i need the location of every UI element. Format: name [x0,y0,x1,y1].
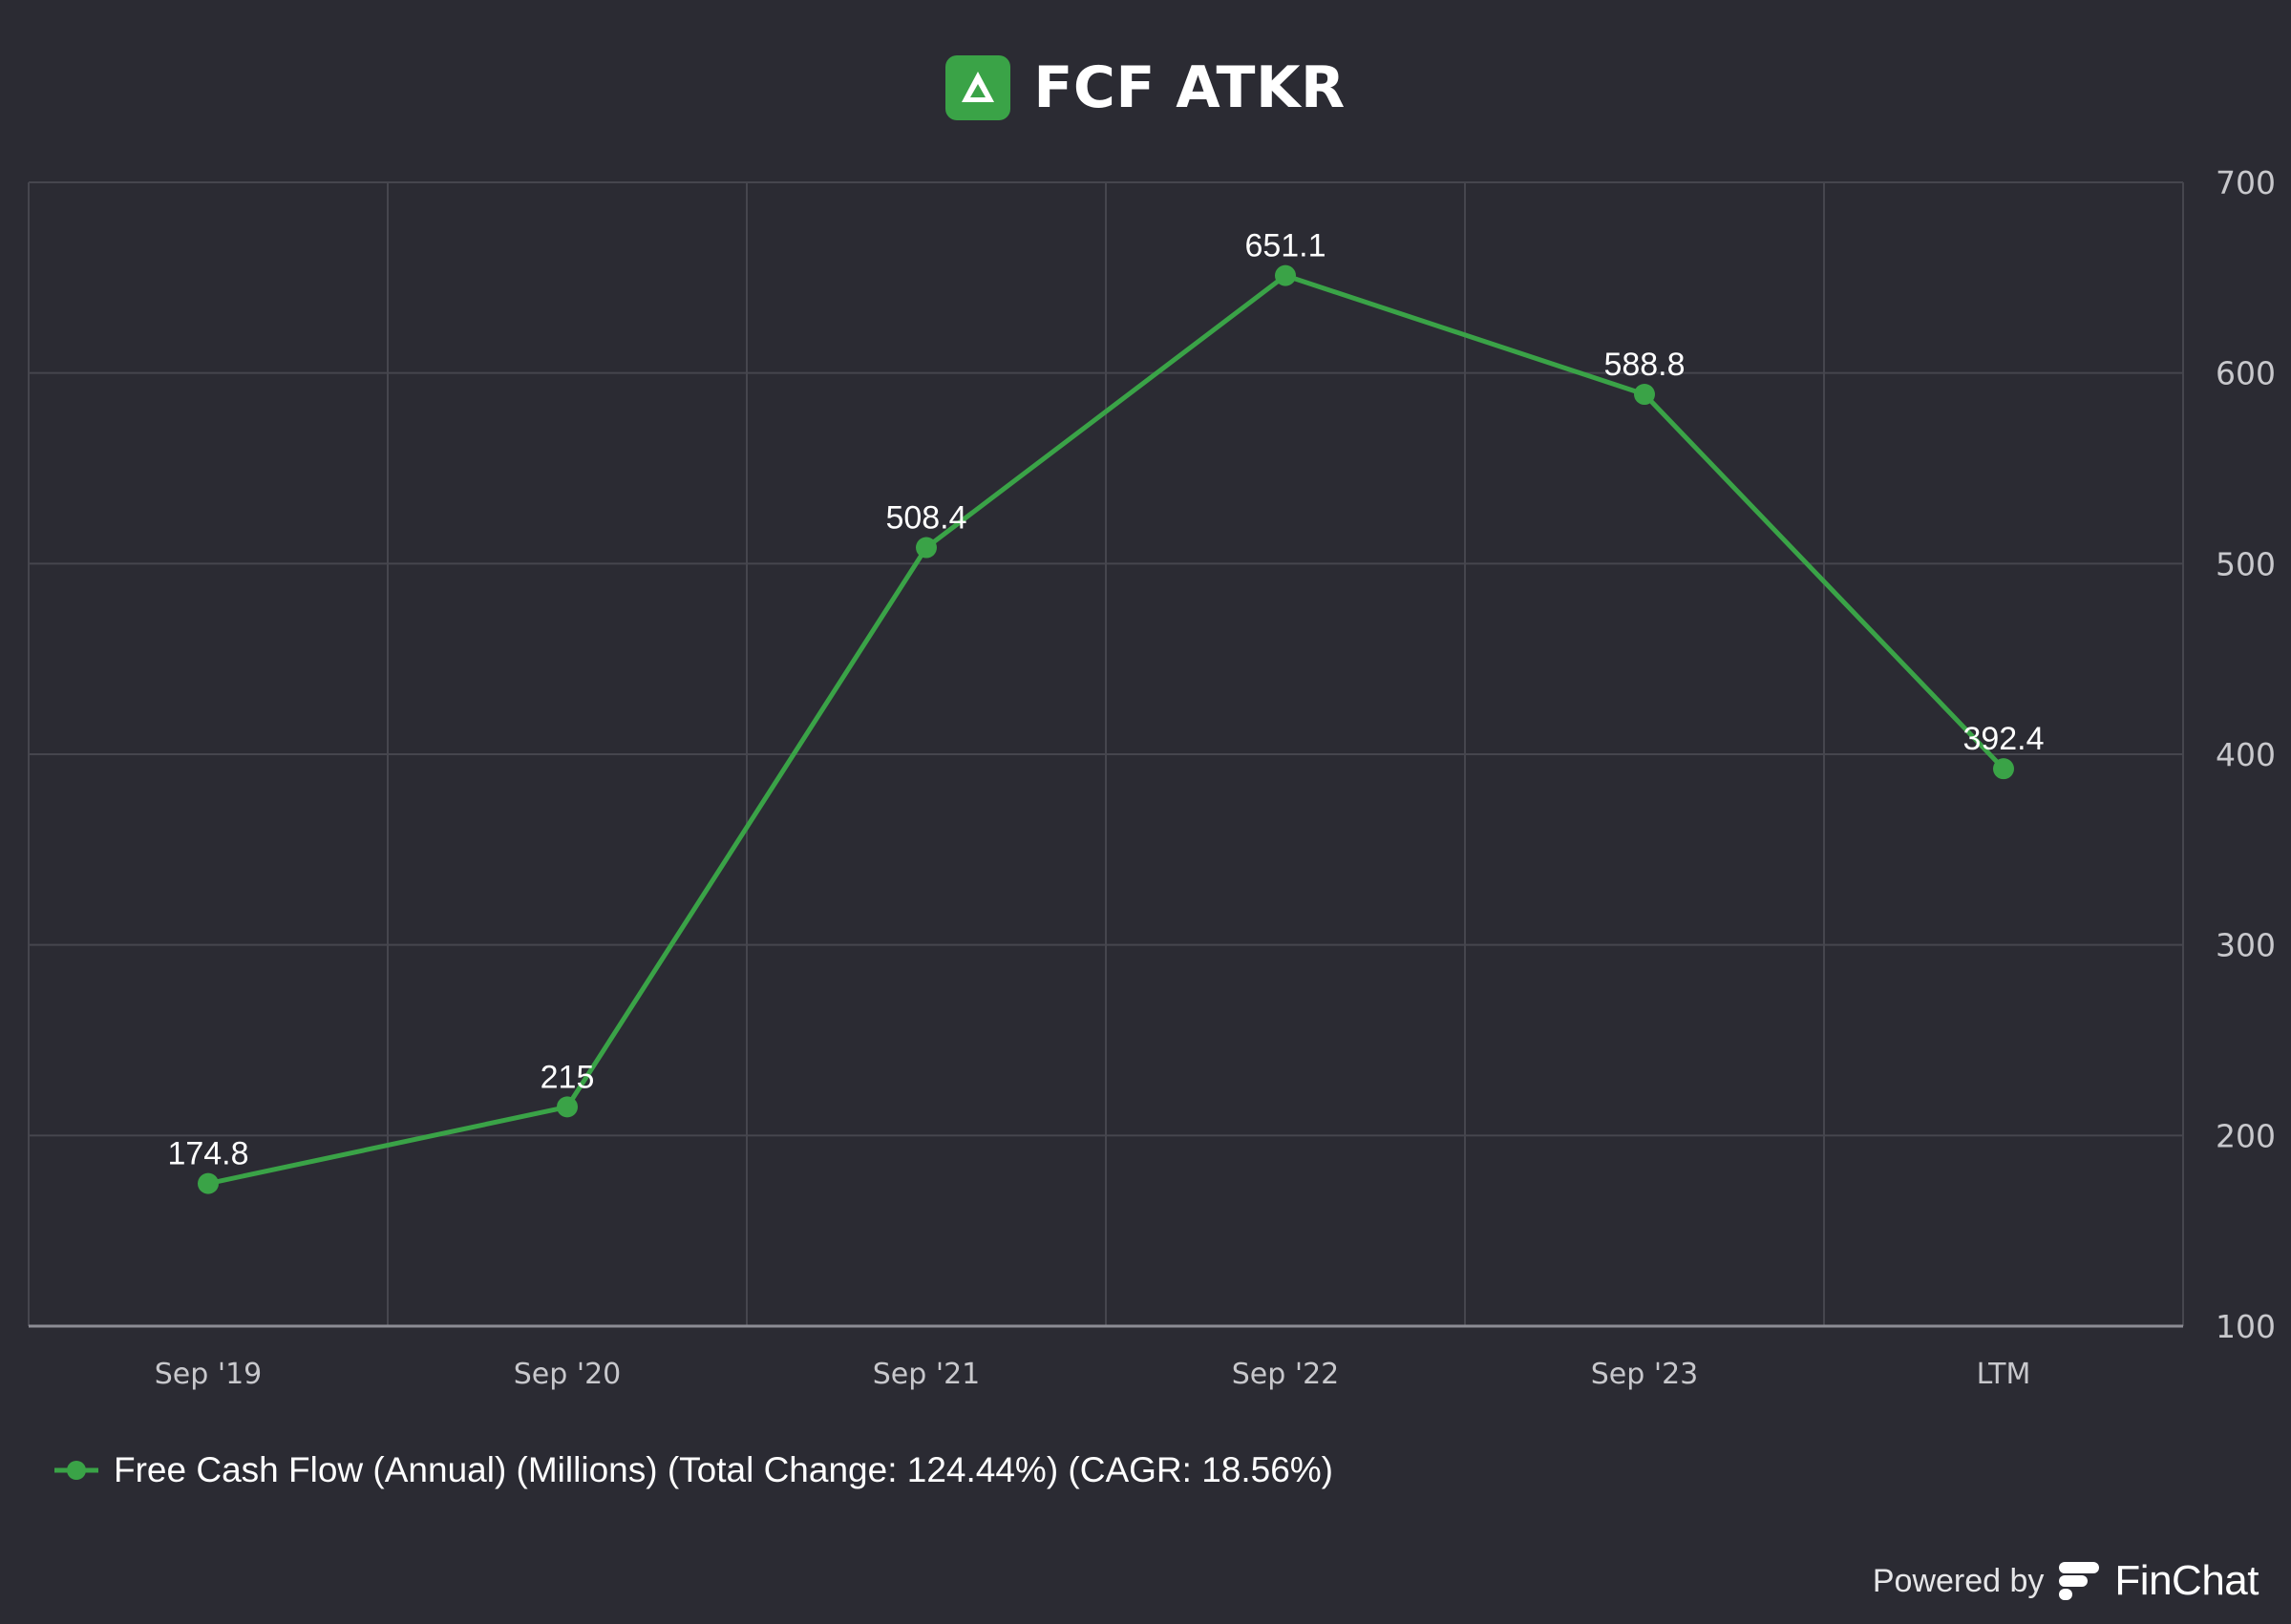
y-tick-label: 200 [2216,1117,2276,1154]
chart-title: FCF ATKR [1033,54,1346,121]
grid [28,181,2184,1326]
chart-legend[interactable]: Free Cash Flow (Annual) (Millions) (Tota… [53,1444,1333,1497]
data-point [198,1172,219,1194]
data-label: 174.8 [167,1136,248,1172]
brand-name: FinChat [2114,1557,2259,1604]
atkr-logo-icon [945,55,1011,120]
data-point [1993,758,2014,780]
y-tick-label: 600 [2216,355,2276,392]
powered-by-label: Powered by [1872,1562,2045,1599]
y-tick-label: 100 [2216,1308,2276,1345]
y-tick-label: 300 [2216,927,2276,964]
data-label: 651.1 [1244,228,1326,264]
chart-header: FCF ATKR [0,50,2291,126]
x-tick-label: Sep '22 [1232,1358,1340,1391]
x-tick-label: Sep '21 [873,1358,981,1391]
x-tick-label: Sep '19 [155,1358,263,1391]
axes: 100 200 300 400 500 600 700 Sep '19 Sep '20 Sep '… [29,164,2276,1391]
data-point [916,537,937,559]
series-line [207,273,2005,1187]
series-free-cash-flow: 174.8 215 508.4 651.1 588.8 392.4 [167,228,2045,1194]
data-label: 215 [541,1059,595,1095]
data-label: 588.8 [1603,347,1685,383]
data-point [1275,264,1296,286]
y-tick-label: 500 [2216,545,2276,582]
y-tick-label: 400 [2216,736,2276,773]
data-label: 392.4 [1962,721,2044,757]
legend-marker-icon [54,1461,98,1480]
data-label: 508.4 [885,500,966,537]
data-point [1634,384,1655,406]
attribution: Powered by FinChat [1873,1552,2259,1610]
y-tick-label: 700 [2216,164,2276,201]
legend-label: Free Cash Flow (Annual) (Millions) (Tota… [114,1450,1334,1489]
x-tick-label: Sep '23 [1591,1358,1699,1391]
x-tick-label: LTM [1977,1358,2031,1391]
data-point [557,1096,578,1118]
x-tick-label: Sep '20 [514,1358,622,1391]
finchat-logo-icon [2059,1562,2100,1600]
